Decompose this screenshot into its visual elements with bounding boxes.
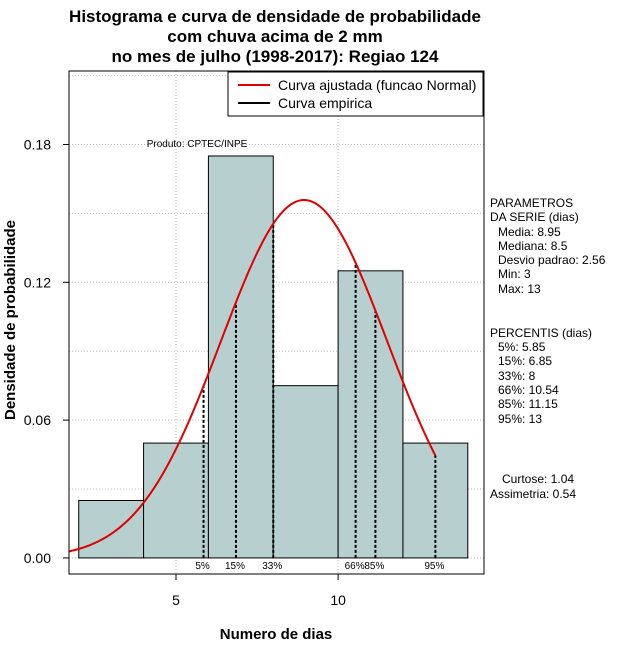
axes: 5 10 0.00 0.06 0.12 0.18 — [24, 136, 346, 608]
perc-5: 5%: 5.85 — [498, 340, 546, 354]
param-heading-1: PARAMETROS — [490, 196, 573, 210]
fitted-normal-curve — [68, 198, 437, 553]
perc-95: 95%: 13 — [498, 412, 542, 426]
percentile-label: 85% — [364, 561, 384, 572]
y-tick-label: 0.06 — [24, 412, 51, 428]
y-tick-label: 0.00 — [24, 550, 51, 566]
histogram-bar — [272, 385, 339, 559]
param-median: Mediana: 8.5 — [498, 239, 568, 253]
perc-85: 85%: 11.15 — [498, 397, 558, 411]
source-annotation: Produto: CPTEC/INPE — [147, 139, 248, 150]
y-axis-label: Densidade de probabilidade — [2, 220, 19, 420]
histogram-bar — [78, 500, 145, 559]
y-tick-label: 0.12 — [24, 274, 51, 290]
param-mean: Media: 8.95 — [498, 225, 561, 239]
x-tick-label: 10 — [330, 592, 346, 608]
param-heading-2: DA SERIE (dias) — [490, 210, 579, 224]
legend-label-fitted: Curva ajustada (funcao Normal) — [278, 77, 476, 93]
y-tick-label: 0.18 — [24, 136, 51, 152]
skewness: Assimetria: 0.54 — [490, 487, 576, 501]
legend-box — [227, 71, 484, 117]
title-line-2: com chuva acima de 2 mm — [167, 27, 382, 46]
perc-15: 15%: 6.85 — [498, 354, 552, 368]
chart-title: Histograma e curva de densidade de proba… — [69, 7, 481, 66]
percentile-label: 15% — [225, 561, 245, 572]
percentile-lines: 5% 15% 33% 66% 85% 95% — [195, 223, 444, 572]
param-sd: Desvio padrao: 2.56 — [498, 253, 606, 267]
percentile-label: 95% — [424, 561, 444, 572]
curves — [68, 198, 437, 553]
histogram-bar — [207, 155, 274, 559]
stats-parameters: PARAMETROS DA SERIE (dias) Media: 8.95 M… — [490, 196, 606, 296]
param-max: Max: 13 — [498, 282, 541, 296]
x-axis-label: Numero de dias — [220, 626, 333, 643]
stats-shape: Curtose: 1.04 Assimetria: 0.54 — [490, 472, 576, 501]
percentile-label: 33% — [262, 561, 282, 572]
title-line-1: Histograma e curva de densidade de proba… — [69, 7, 481, 26]
histogram-bar — [143, 442, 209, 559]
percentile-label: 66% — [345, 561, 365, 572]
perc-66: 66%: 10.54 — [498, 383, 559, 397]
histogram-bar — [337, 270, 404, 559]
title-line-3: no mes de julho (1998-2017): Regiao 124 — [112, 47, 439, 66]
x-tick-label: 5 — [172, 592, 180, 608]
stats-percentiles: PERCENTIS (dias) 5%: 5.85 15%: 6.85 33%:… — [490, 326, 592, 426]
plot-frame — [68, 70, 485, 575]
kurtosis: Curtose: 1.04 — [502, 472, 574, 486]
percentile-label: 5% — [195, 561, 210, 572]
perc-heading: PERCENTIS (dias) — [490, 326, 592, 340]
perc-33: 33%: 8 — [498, 369, 536, 383]
param-min: Min: 3 — [498, 267, 531, 281]
histogram-bars — [78, 155, 469, 559]
legend: Curva ajustada (funcao Normal) Curva emp… — [227, 71, 484, 117]
legend-label-empirical: Curva empirica — [278, 95, 372, 111]
